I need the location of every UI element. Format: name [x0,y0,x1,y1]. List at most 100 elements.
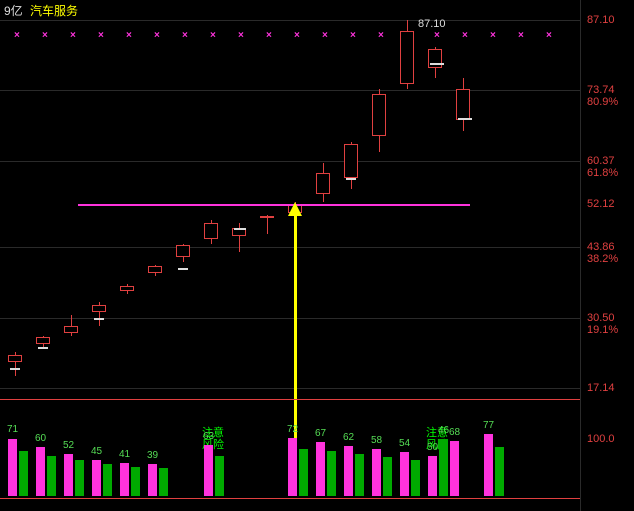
y-label: 43.86 [587,241,615,253]
candle-body [176,245,190,257]
candle-body [400,31,414,84]
indicator-bar-a [428,456,437,497]
panel-divider [0,399,580,400]
dash-mark [94,318,104,320]
dash-mark [10,368,20,370]
y-label: 52.12 [587,198,615,210]
indicator-bar-a [148,464,157,496]
dash-mark [38,347,48,349]
indicator-value: 58 [371,435,382,446]
marker-icon: × [546,30,552,41]
dash-mark [458,118,472,120]
indicator-value: 62 [343,432,354,443]
indicator-bar-b [411,460,420,496]
indicator-bar-a [8,439,17,497]
y-label-pct: 38.2% [587,253,618,265]
candle-body [204,223,218,239]
candle-body [148,266,162,273]
indicator-value: 60 [35,433,46,444]
marker-icon: × [182,30,188,41]
marker-icon: × [294,30,300,41]
indicator-bar-b [75,460,84,496]
candle-body [64,326,78,334]
indicator-bar-a [204,445,213,496]
dash-mark [178,268,188,270]
marker-icon: × [518,30,524,41]
candle-body [428,49,442,67]
indicator-bar-b [439,439,448,496]
indicator-value: 68 [449,427,460,438]
indicator-bar-c [450,441,459,496]
marker-icon: × [126,30,132,41]
marker-icon: × [14,30,20,41]
indicator-bar-b [103,464,112,496]
y-label-pct: 80.9% [587,96,618,108]
candlestick-chart: 9亿汽车服务87.1073.7480.9%60.3761.8%52.1243.8… [0,0,634,511]
marker-icon: × [238,30,244,41]
marker-icon: × [98,30,104,41]
indicator-bar-b [47,456,56,497]
y-label: 87.10 [587,14,615,26]
indicator-bar-a [344,446,353,496]
marker-icon: × [322,30,328,41]
indicator-value: 41 [119,449,130,460]
panel-bottom [0,498,580,499]
indicator-bar-b [131,467,140,496]
indicator-value: 46 [438,425,449,436]
y-axis-line [580,0,581,511]
dash-mark [234,228,246,230]
indicator-value: 52 [63,440,74,451]
indicator-bar-b [495,447,504,496]
marker-icon: × [266,30,272,41]
support-line [78,204,470,206]
indicator-bar-b [19,451,28,496]
marker-icon: × [434,30,440,41]
indicator-bar-a [316,442,325,496]
peak-value-label: 87.10 [418,18,446,30]
candle-body [456,89,470,121]
candle-body [260,216,274,218]
indicator-bar-a [120,463,129,496]
y-label: 17.14 [587,382,615,394]
indicator-bar-b [299,449,308,496]
indicator-value: 54 [399,438,410,449]
candle-body [372,94,386,136]
y-label-pct: 19.1% [587,324,618,336]
y-label: 60.37 [587,155,615,167]
marker-icon: × [42,30,48,41]
indicator-bar-b [383,457,392,496]
indicator-bar-a [372,449,381,496]
dash-mark [346,178,356,180]
indicator-value: 45 [91,446,102,457]
indicator-bar-a [400,452,409,496]
marker-icon: × [462,30,468,41]
candle-body [344,144,358,178]
indicator-y-label: 100.0 [587,433,615,445]
indicator-value: 72 [287,424,298,435]
indicator-bar-a [92,460,101,496]
candle-body [316,173,330,194]
marker-icon: × [490,30,496,41]
indicator-bar-a [64,454,73,496]
indicator-value: 77 [483,420,494,431]
candle-body [36,337,50,344]
title-right: 汽车服务 [30,2,78,19]
marker-icon: × [350,30,356,41]
marker-icon: × [154,30,160,41]
marker-icon: × [378,30,384,41]
indicator-value: 63 [203,431,214,442]
marker-icon: × [210,30,216,41]
indicator-bar-b [159,468,168,496]
indicator-bar-b [215,456,224,497]
indicator-bar-b [327,451,336,496]
indicator-bar-a [484,434,493,496]
indicator-value: 50 [427,442,438,453]
indicator-value: 39 [147,450,158,461]
y-label-pct: 61.8% [587,167,618,179]
y-label: 73.74 [587,84,615,96]
indicator-bar-a [36,447,45,496]
indicator-bar-b [355,454,364,496]
marker-icon: × [70,30,76,41]
dash-mark [430,63,444,65]
indicator-value: 71 [7,424,18,435]
